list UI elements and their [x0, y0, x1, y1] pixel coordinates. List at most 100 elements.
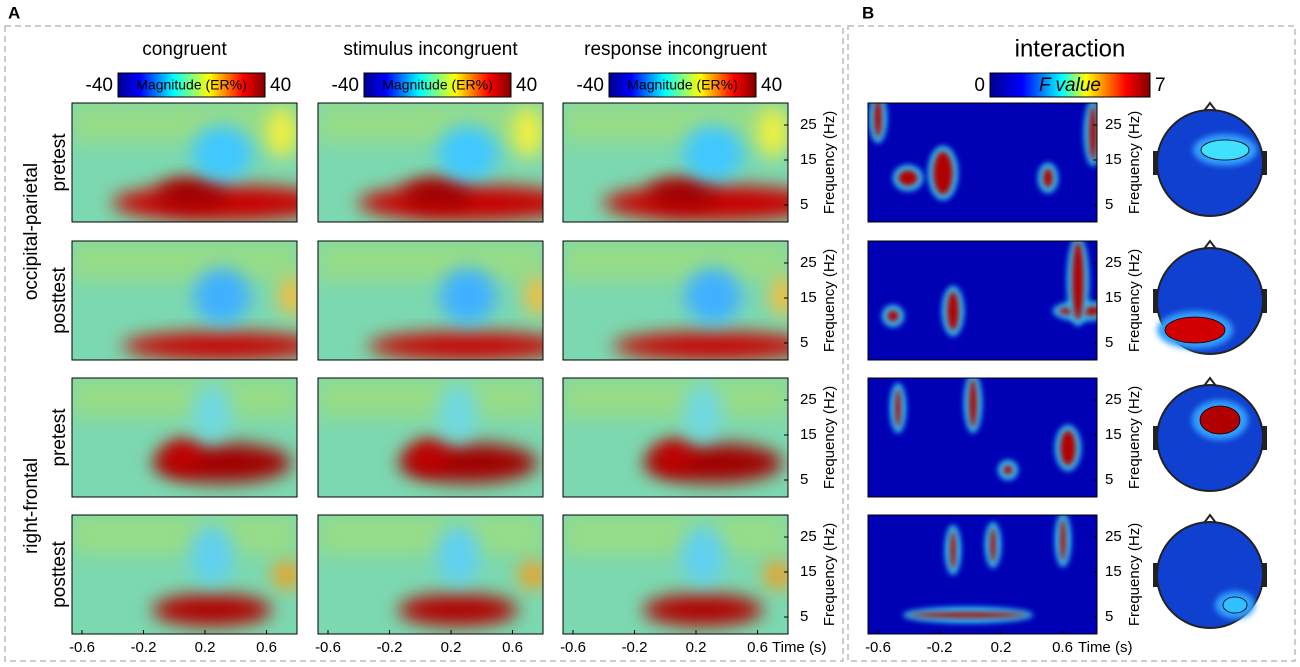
heatmap-blob	[681, 525, 725, 585]
colorbar-min: -40	[332, 75, 359, 96]
heatmap-frame	[317, 377, 544, 498]
heatmap-frame	[562, 240, 789, 361]
topomap-nose	[1203, 376, 1217, 387]
colorbar	[363, 72, 512, 98]
colorbar-min: -40	[86, 75, 113, 96]
y-tick-label: 5	[1105, 471, 1113, 488]
topomap-ear	[1153, 289, 1158, 313]
y-tick-label: 5	[800, 608, 808, 625]
heatmap-tint	[318, 103, 543, 143]
heatmap-blob	[1060, 430, 1076, 466]
heatmap-blob	[403, 178, 473, 208]
heatmap-bg	[868, 241, 1097, 360]
heatmap-frame	[317, 514, 544, 635]
topomap-blob	[1200, 139, 1250, 161]
heatmap-blob	[190, 525, 234, 585]
heatmap-blob	[267, 108, 297, 158]
heatmap-blob	[1089, 105, 1097, 161]
y-axis-label: Frequency (Hz)	[1126, 249, 1143, 352]
heatmap-frame	[867, 240, 1098, 361]
heatmap-frame	[867, 102, 1098, 223]
heatmap-blob	[990, 527, 996, 563]
topomap-nose	[1203, 239, 1217, 250]
heatmap-blob	[933, 151, 953, 195]
heatmap-frame	[562, 514, 789, 635]
y-tick-label: 15	[800, 563, 817, 580]
y-axis-label: Frequency (Hz)	[1126, 386, 1143, 489]
topomap-nose	[1203, 101, 1217, 112]
colorbar-max: 40	[270, 75, 291, 96]
heatmap	[868, 241, 1097, 360]
heatmap-blob	[272, 561, 297, 589]
heatmap	[72, 515, 297, 634]
x-tick-label: -0.6	[560, 639, 586, 656]
y-tick-label: 15	[1105, 289, 1122, 306]
y-tick-label: 5	[800, 196, 808, 213]
heatmap-blob	[436, 525, 480, 585]
column-title: interaction	[1015, 35, 1126, 62]
heatmap-frame	[71, 377, 298, 498]
heatmap-blob	[643, 594, 763, 626]
heatmap	[72, 378, 297, 497]
row-label: pretest	[49, 408, 70, 467]
topomap-ear	[1153, 563, 1158, 587]
row-label: posttest	[49, 541, 70, 608]
y-tick-label: 25	[1105, 391, 1122, 408]
heatmap-tint	[318, 515, 543, 555]
heatmap-blob	[969, 378, 977, 428]
y-axis-label: Frequency (Hz)	[821, 523, 838, 626]
x-tick-label: 0.2	[195, 639, 216, 656]
panel-border	[4, 25, 844, 662]
topomap-blob	[1222, 596, 1248, 614]
heatmap-blob	[194, 268, 250, 324]
heatmap-blob	[524, 276, 543, 316]
y-tick-label: 25	[800, 254, 817, 271]
heatmap-blob	[895, 388, 901, 428]
y-tick-label: 5	[800, 471, 808, 488]
heatmap-blob	[157, 178, 227, 208]
heatmap	[318, 378, 543, 497]
heatmap-blob	[192, 125, 252, 181]
x-tick-label: -0.6	[315, 639, 341, 656]
panel-label: B	[862, 3, 874, 22]
heatmap-blob	[518, 561, 543, 589]
heatmap-frame	[317, 102, 544, 223]
x-tick-label: -0.2	[622, 639, 648, 656]
x-tick-label: 0.6	[1052, 639, 1073, 656]
y-tick-label: 15	[1105, 151, 1122, 168]
y-axis-label: Frequency (Hz)	[1126, 523, 1143, 626]
heatmap-blob	[1072, 241, 1084, 321]
heatmap-blob	[1003, 465, 1013, 475]
y-tick-label: 15	[800, 426, 817, 443]
topomap-ear	[1262, 289, 1267, 313]
x-tick-label: 0.2	[686, 639, 707, 656]
row-group-label: right-frontal	[21, 458, 42, 554]
heatmap-tint	[72, 241, 297, 281]
heatmap	[318, 515, 543, 634]
heatmap-frame	[562, 102, 789, 223]
y-axis-label: Frequency (Hz)	[821, 111, 838, 214]
colorbar-label: Magnitude (ER%)	[382, 77, 493, 93]
heatmap-blob	[440, 268, 496, 324]
panel-border	[847, 25, 1296, 662]
row-group-label: occipital-parietal	[21, 163, 42, 300]
heatmap-blob	[438, 125, 498, 181]
x-tick-label: 0.6	[502, 639, 523, 656]
heatmap-blob	[368, 332, 543, 360]
y-tick-label: 25	[1105, 116, 1122, 133]
heatmap-blob	[1043, 168, 1053, 188]
y-tick-label: 25	[1105, 254, 1122, 271]
heatmap-blob	[438, 383, 478, 443]
y-tick-label: 5	[1105, 608, 1113, 625]
topomap-blob	[1164, 316, 1226, 344]
x-tick-label: -0.2	[927, 639, 953, 656]
row-label: pretest	[49, 133, 70, 192]
heatmap	[318, 103, 543, 222]
heatmap-tint	[72, 103, 297, 143]
heatmap-frame	[867, 514, 1098, 635]
heatmap-blob	[683, 125, 743, 181]
heatmap	[868, 378, 1097, 497]
heatmap-blob	[683, 383, 723, 443]
heatmap-blob	[613, 332, 788, 360]
